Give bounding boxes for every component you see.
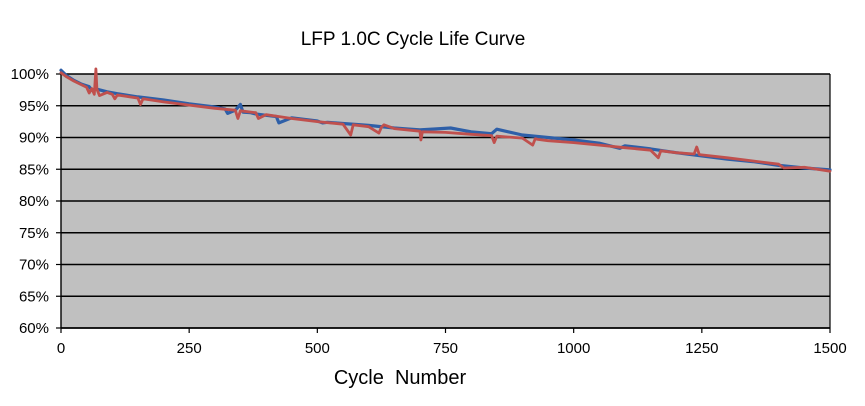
x-tick-label: 1500	[813, 340, 846, 357]
chart-title: LFP 1.0C Cycle Life Curve	[301, 29, 526, 50]
y-tick-label: 80%	[19, 193, 49, 210]
y-tick-label: 70%	[19, 257, 49, 274]
y-tick-label: 85%	[19, 161, 49, 178]
x-axis-label: Cycle Number	[334, 367, 467, 389]
x-tick-label: 250	[177, 340, 202, 357]
x-tick-label: 500	[305, 340, 330, 357]
y-tick-label: 65%	[19, 288, 49, 305]
series-line-2	[59, 67, 832, 173]
y-tick-label: 75%	[19, 225, 49, 242]
x-tick-label: 1000	[557, 340, 590, 357]
y-tick-label: 60%	[19, 320, 49, 337]
y-tick-label: 95%	[19, 98, 49, 115]
x-tick-label: 1250	[685, 340, 718, 357]
y-tick-label: 100%	[11, 66, 49, 83]
y-tick-label: 90%	[19, 130, 49, 147]
series-lines	[59, 67, 832, 173]
y-tick-labels: 100% 95% 90% 85% 80% 75% 70% 65% 60%	[11, 66, 49, 337]
axes	[56, 73, 831, 333]
x-tick-labels: 0 250 500 750 1000 1250 1500	[57, 340, 847, 357]
x-tick-label: 0	[57, 340, 65, 357]
x-tick-label: 750	[433, 340, 458, 357]
